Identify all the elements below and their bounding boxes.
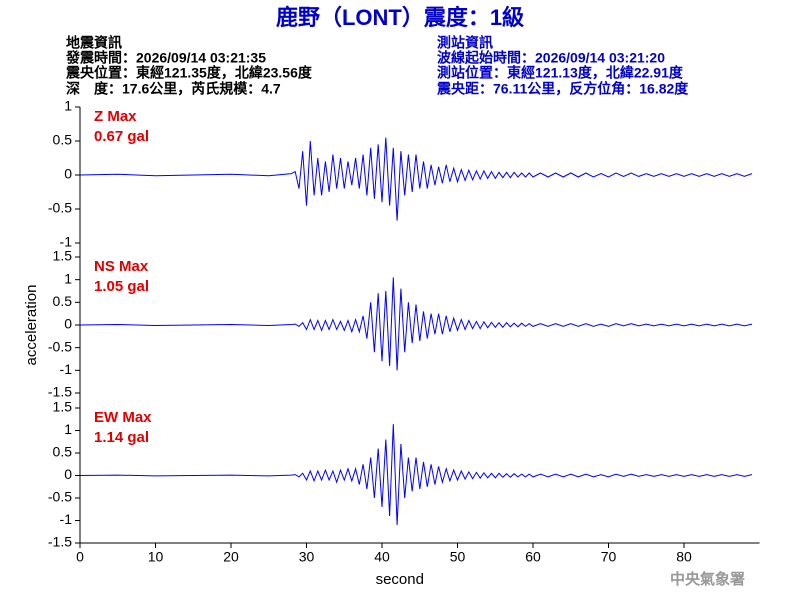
y-tick-label: 1 [64,270,72,286]
y-tick-label: 1.5 [53,248,73,264]
y-tick-label: 0 [64,316,72,332]
x-tick-label: 40 [374,549,390,565]
x-tick-label: 10 [148,549,164,565]
waveform [79,424,753,526]
y-axis-label: acceleration [23,285,40,366]
x-tick-label: 80 [676,549,692,565]
y-tick-label: -0.5 [48,489,72,505]
info-line: 發震時間：2026/09/14 03:21:35 [65,50,266,66]
x-tick-label: 0 [76,549,84,565]
max-label: 0.67 gal [94,128,149,145]
y-tick-label: -1.5 [48,534,72,550]
info-line: 地震資訊 [66,35,122,51]
y-tick-label: 0 [64,466,72,482]
y-tick-label: 1 [64,421,72,437]
component-label: NS Max [94,258,149,275]
y-tick-label: 0 [64,166,72,182]
x-tick-label: 60 [525,549,541,565]
max-label: 1.14 gal [94,429,149,446]
waveform [79,277,753,371]
info-line: 震央位置：東經121.35度，北緯23.56度 [65,65,313,81]
title: 鹿野（LONT）震度：1級 [276,5,524,30]
y-tick-label: 0.5 [53,444,73,460]
x-tick-label: 50 [450,549,466,565]
y-tick-label: 0.5 [53,293,73,309]
x-tick-label: 20 [223,549,239,565]
station-line: 測站資訊 [437,35,493,51]
x-axis-label: second [376,571,424,588]
y-tick-label: -1 [60,511,73,527]
x-tick-label: 30 [299,549,315,565]
y-tick-label: 1.5 [53,399,73,415]
info-line: 深 度：17.6公里，芮氏規模：4.7 [66,81,281,97]
y-tick-label: -0.5 [48,338,72,354]
waveform [79,137,753,221]
y-tick-label: 0.5 [53,132,73,148]
y-tick-label: 1 [64,98,72,114]
footer: 中央氣象署 [670,570,745,588]
y-tick-label: -1 [60,234,73,250]
y-tick-label: -0.5 [48,200,72,216]
y-tick-label: -1.5 [48,384,72,400]
component-label: Z Max [94,108,137,125]
component-label: EW Max [94,409,152,426]
x-tick-label: 70 [601,549,617,565]
station-line: 測站位置：東經121.13度，北緯22.91度 [437,65,684,81]
station-line: 震央距：76.11公里，反方位角：16.82度 [436,81,689,97]
station-line: 波線起始時間：2026/09/14 03:21:20 [437,50,665,66]
max-label: 1.05 gal [94,278,149,295]
y-tick-label: -1 [60,361,73,377]
